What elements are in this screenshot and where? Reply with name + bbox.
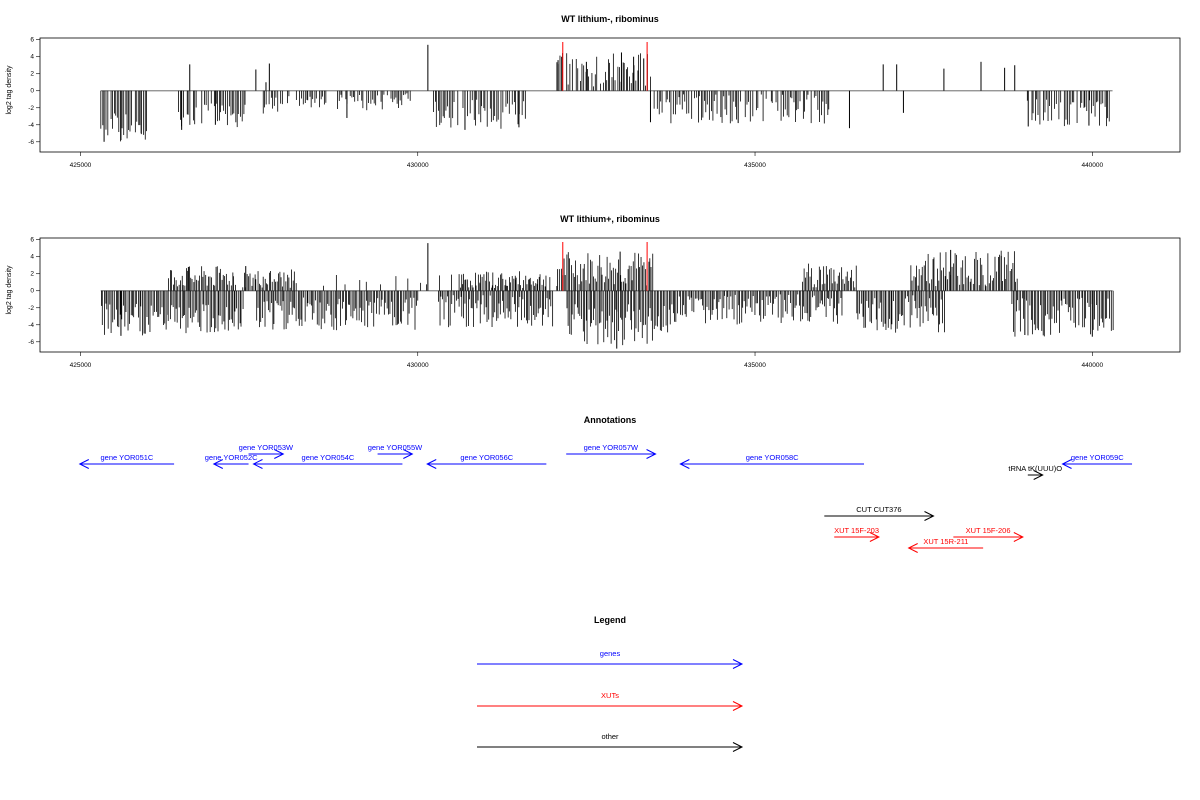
y-tick-label: -2	[28, 305, 34, 312]
arrow-head	[679, 459, 690, 469]
density-bars	[100, 44, 1110, 142]
feature-arrow: XUT 15F-206	[953, 526, 1024, 542]
feature-arrow: gene YOR057W	[566, 443, 657, 459]
legend-title: Legend	[594, 615, 626, 625]
plot-area: 6 4 2 0 -2 -4 -6 425000 430000 435000 440000	[28, 37, 1181, 169]
x-tick-label: 435000	[744, 162, 766, 169]
panel-title: WT lithium-, ribominus	[561, 14, 659, 24]
feature-arrow: gene YOR059C	[1061, 453, 1133, 469]
feature-label: XUT 15R-211	[923, 537, 968, 546]
y-tick-label: -4	[28, 122, 34, 129]
legend-items: genes XUTs other	[477, 649, 744, 752]
y-axis-label: log2 tag density	[6, 65, 13, 115]
feature-label: gene YOR055W	[368, 443, 423, 452]
arrow-head	[1061, 459, 1072, 469]
plot-frame	[39, 37, 1181, 153]
feature-arrow: gene YOR052C	[205, 453, 258, 469]
feature-arrow: CUT CUT376	[824, 505, 935, 521]
arrow-head	[869, 532, 881, 542]
x-tick-label: 435000	[744, 362, 766, 369]
y-tick-label: 6	[30, 37, 34, 44]
x-tick-label: 440000	[1081, 362, 1103, 369]
density-panel-lithium-minus: WT lithium-, ribominus 6 4 2 0 -2 -4 -6 425000 4…	[6, 14, 1181, 169]
annotation-track: Annotations gene YOR051C gene YOR052Cgene…	[78, 415, 1133, 553]
arrow-head	[1033, 470, 1044, 480]
arrow-head	[646, 449, 657, 459]
y-tick-label: -2	[28, 105, 34, 112]
x-tick-label: 430000	[407, 162, 429, 169]
y-tick-label: 2	[30, 271, 34, 278]
feature-label: gene YOR054C	[302, 453, 355, 462]
x-tick-label: 430000	[407, 362, 429, 369]
y-tick-label: -4	[28, 322, 34, 329]
legend-label: genes	[600, 649, 621, 658]
feature-arrow: XUT 15R-211	[907, 537, 984, 553]
y-axis-label: log2 tag density	[6, 265, 13, 315]
y-tick-label: 0	[30, 88, 34, 95]
arrow-head	[212, 459, 224, 469]
panel-title: WT lithium+, ribominus	[560, 214, 660, 224]
legend-item: genes	[477, 649, 744, 669]
x-tick-label: 425000	[70, 162, 92, 169]
plot-area: 6 4 2 0 -2 -4 -6 425000 430000 435000 440000	[28, 237, 1181, 369]
y-tick-label: 0	[30, 288, 34, 295]
arrow-head	[924, 511, 935, 521]
feature-arrow: gene YOR055W	[368, 443, 423, 459]
legend-label: XUTs	[601, 691, 619, 700]
arrow-head	[907, 543, 918, 553]
y-tick-label: 6	[30, 237, 34, 244]
feature-label: gene YOR056C	[460, 453, 513, 462]
y-tick-label: 4	[30, 254, 34, 261]
x-tick-label: 440000	[1081, 162, 1103, 169]
y-tick-label: -6	[28, 339, 34, 346]
feature-label: gene YOR057W	[584, 443, 639, 452]
legend-label: other	[601, 732, 619, 741]
feature-arrow: gene YOR058C	[679, 453, 865, 469]
annotations-title: Annotations	[584, 415, 637, 425]
x-tick-label: 425000	[70, 362, 92, 369]
density-bars	[100, 243, 1114, 349]
density-panel-lithium-plus: WT lithium+, ribominus 6 4 2 0 -2 -4 -6 425000 4…	[6, 214, 1181, 369]
arrow-head	[252, 459, 263, 469]
legend: Legend genes XUTs other	[477, 615, 744, 752]
arrow-head	[732, 742, 744, 752]
arrow-head	[732, 659, 744, 669]
feature-arrow: gene YOR051C	[78, 453, 175, 469]
arrow-head	[1013, 532, 1024, 542]
feature-arrow: gene YOR053W	[239, 443, 294, 459]
feature-label: gene YOR058C	[746, 453, 799, 462]
legend-item: other	[477, 732, 744, 752]
feature-label: gene YOR051C	[101, 453, 154, 462]
feature-arrow: XUT 15F-203	[834, 526, 881, 542]
feature-arrow: tRNA tK(UUU)O	[1008, 464, 1062, 480]
feature-arrow: gene YOR056C	[426, 453, 547, 469]
y-tick-label: -6	[28, 139, 34, 146]
feature-arrow: gene YOR054C	[252, 453, 403, 469]
feature-label: gene YOR052C	[205, 453, 258, 462]
feature-label: XUT 15F-203	[834, 526, 879, 535]
arrow-head	[78, 459, 90, 469]
feature-label: CUT CUT376	[856, 505, 901, 514]
feature-label: XUT 15F-206	[966, 526, 1011, 535]
arrow-head	[426, 459, 437, 469]
plot-frame	[39, 237, 1181, 353]
feature-label: gene YOR053W	[239, 443, 294, 452]
feature-label: tRNA tK(UUU)O	[1008, 464, 1062, 473]
y-tick-label: 4	[30, 54, 34, 61]
feature-label: gene YOR059C	[1071, 453, 1124, 462]
arrow-head	[403, 449, 414, 459]
y-tick-label: 2	[30, 71, 34, 78]
arrow-head	[732, 701, 744, 711]
legend-item: XUTs	[477, 691, 744, 711]
arrow-head	[274, 449, 285, 459]
